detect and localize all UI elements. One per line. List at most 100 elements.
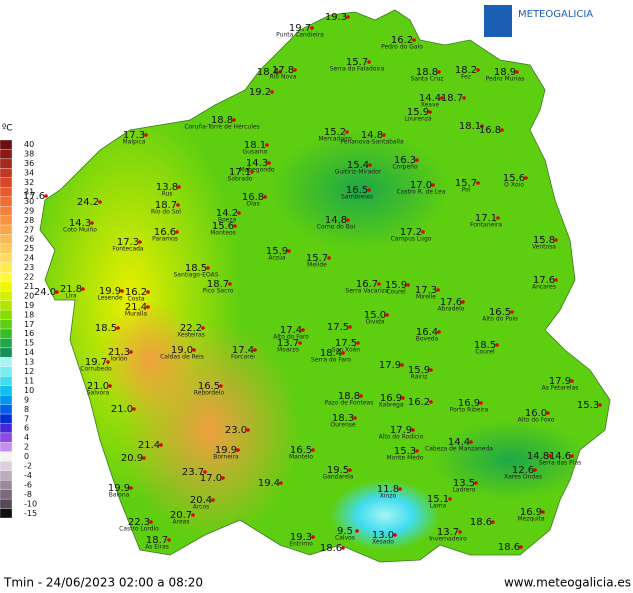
station-dot bbox=[480, 124, 484, 128]
station-name: Coruña-Torre de Hércules bbox=[184, 124, 259, 131]
legend-label: 32 bbox=[24, 178, 34, 187]
station-dot bbox=[437, 330, 441, 334]
station-dot bbox=[146, 305, 150, 309]
station-name: Serra da Faladoira bbox=[330, 66, 385, 73]
legend-label: 0 bbox=[24, 452, 29, 461]
station-name: Alto do Faro bbox=[273, 334, 309, 341]
station-value: 15.4 bbox=[347, 160, 369, 171]
station-value: 21.8 bbox=[60, 284, 82, 295]
station-dot bbox=[106, 360, 110, 364]
station-dot bbox=[346, 218, 350, 222]
legend-label: 18 bbox=[24, 310, 34, 319]
station-name: Courel bbox=[475, 349, 495, 356]
station-dot bbox=[311, 535, 315, 539]
station-value: 19.7 bbox=[289, 23, 311, 34]
legend-swatch bbox=[0, 423, 13, 434]
station-name: Boeza bbox=[218, 217, 237, 224]
station-name: Borneira bbox=[213, 454, 239, 461]
station-dot bbox=[265, 143, 269, 147]
legend-swatch bbox=[0, 272, 13, 282]
station-name: Areas bbox=[173, 519, 190, 526]
station-dot bbox=[228, 282, 232, 286]
station-value: 16.3 bbox=[394, 155, 416, 166]
station-dot bbox=[98, 200, 102, 204]
legend-label: 15 bbox=[24, 339, 34, 348]
station-value: 15.7 bbox=[455, 178, 477, 189]
legend-label: 14 bbox=[24, 348, 34, 357]
legend-swatch bbox=[0, 139, 13, 150]
station-name: Rairiz bbox=[411, 374, 428, 381]
station-value: 22.3 bbox=[128, 517, 150, 528]
station-value: 15.3 bbox=[394, 446, 416, 457]
station-dot bbox=[263, 195, 267, 199]
station-name: Muralla bbox=[125, 311, 147, 318]
station-name: Entrimo bbox=[289, 541, 313, 548]
legend-label: 9 bbox=[24, 395, 29, 404]
station-value: 19.9 bbox=[99, 286, 121, 297]
station-name: Serra das Pías bbox=[539, 460, 582, 467]
legend-label: 24 bbox=[24, 254, 34, 263]
station-name: Costa bbox=[127, 296, 144, 303]
station-dot bbox=[436, 288, 440, 292]
legend-swatch bbox=[0, 357, 13, 367]
station-dot bbox=[393, 533, 397, 537]
station-value: 17.5 bbox=[335, 338, 357, 349]
legend-label: 25 bbox=[24, 244, 34, 253]
station-value: 17.6 bbox=[533, 275, 555, 286]
legend-label: 29 bbox=[24, 206, 34, 215]
legend-swatch bbox=[0, 347, 13, 358]
station-dot bbox=[311, 448, 315, 452]
legend-label: 36 bbox=[24, 159, 34, 168]
station-name: Porto Ribeira bbox=[450, 407, 489, 414]
station-value: 21.3 bbox=[108, 347, 130, 358]
station-value: 17.0 bbox=[200, 473, 222, 484]
station-value: 16.6 bbox=[154, 227, 176, 238]
station-name: Forcarei bbox=[231, 354, 255, 361]
station-value: 14.6 bbox=[549, 451, 571, 462]
station-name: Rus bbox=[162, 191, 173, 198]
station-value: 20.9 bbox=[121, 453, 143, 464]
station-value: 17.9 bbox=[549, 376, 571, 387]
station-name: Guitiriz-Mirador bbox=[335, 169, 382, 176]
station-value: 11.8 bbox=[377, 484, 399, 495]
station-dot bbox=[515, 70, 519, 74]
station-value: 14.4 bbox=[419, 93, 441, 104]
logo-icon bbox=[484, 5, 512, 37]
station-dot bbox=[598, 403, 602, 407]
station-value: 22.2 bbox=[180, 323, 202, 334]
legend-label: 2 bbox=[24, 443, 29, 452]
station-name: Abradelo bbox=[438, 306, 465, 313]
station-dot bbox=[237, 211, 241, 215]
station-name: Fontaneira bbox=[470, 222, 502, 229]
legend-label: -10 bbox=[24, 499, 37, 508]
station-value: 16.8 bbox=[242, 192, 264, 203]
station-dot bbox=[236, 448, 240, 452]
station-value: 17.9 bbox=[379, 360, 401, 371]
station-name: Paramos bbox=[152, 236, 178, 243]
station-dot bbox=[108, 384, 112, 388]
station-value: 9.5 bbox=[337, 526, 353, 537]
station-dot bbox=[570, 454, 574, 458]
station-dot bbox=[293, 68, 297, 72]
station-dot bbox=[348, 468, 352, 472]
station-dot bbox=[116, 326, 120, 330]
station-name: Ladrero bbox=[453, 487, 476, 494]
station-dot bbox=[554, 278, 558, 282]
station-dot bbox=[359, 394, 363, 398]
station-value: 17.5 bbox=[327, 322, 349, 333]
unit: ºC bbox=[2, 124, 13, 134]
station-dot bbox=[440, 96, 444, 100]
station-value: 18.2 bbox=[455, 65, 477, 76]
station-name: Gusamo bbox=[243, 149, 268, 156]
station-name: Calvos bbox=[335, 535, 355, 542]
station-name: Corrubedo bbox=[80, 366, 112, 373]
legend-label: 4 bbox=[24, 433, 29, 442]
legend-swatch bbox=[0, 328, 13, 339]
station-value: 19.2 bbox=[249, 87, 271, 98]
legend-label: 38 bbox=[24, 150, 34, 159]
station-dot bbox=[138, 240, 142, 244]
station-dot bbox=[250, 170, 254, 174]
station-name: Xinzo bbox=[380, 493, 397, 500]
station-value: 18.7 bbox=[207, 279, 229, 290]
